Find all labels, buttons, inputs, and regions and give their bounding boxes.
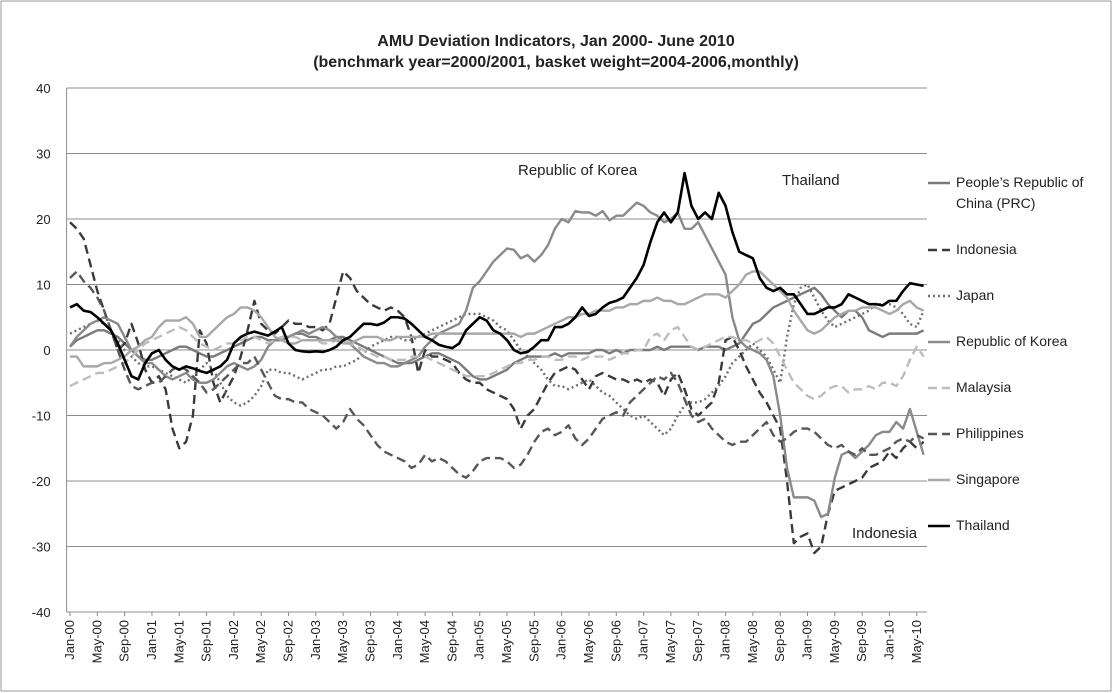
y-tick-label: 40 bbox=[36, 81, 50, 96]
x-tick-label: May-10 bbox=[909, 620, 924, 663]
x-tick-label: Sep-02 bbox=[281, 620, 296, 662]
y-tick-label: 10 bbox=[36, 278, 50, 293]
annotation: Indonesia bbox=[852, 525, 918, 542]
legend-label: Indonesia bbox=[956, 241, 1017, 257]
legend-swatch bbox=[928, 524, 950, 528]
x-tick-label: Sep-08 bbox=[772, 620, 787, 662]
y-tick-label: -30 bbox=[32, 540, 51, 555]
y-tick-label: -10 bbox=[32, 409, 51, 424]
annotation: Thailand bbox=[782, 172, 840, 189]
x-tick-label: May-06 bbox=[581, 620, 596, 663]
legend-item: Indonesia bbox=[928, 239, 1108, 260]
y-tick-label: -20 bbox=[32, 474, 51, 489]
legend-item: Singapore bbox=[928, 469, 1108, 490]
series-line bbox=[70, 270, 925, 368]
y-tick-label: 20 bbox=[36, 212, 50, 227]
legend-label: Singapore bbox=[956, 471, 1020, 487]
x-tick-label: Jan-08 bbox=[718, 620, 733, 660]
x-tick-label: Jan-03 bbox=[308, 620, 323, 660]
x-tick-label: May-07 bbox=[663, 620, 678, 663]
x-tick-label: Jan-07 bbox=[636, 620, 651, 660]
x-tick-label: Sep-01 bbox=[199, 620, 214, 662]
x-tick-label: Jan-01 bbox=[144, 620, 159, 660]
x-tick-label: Sep-07 bbox=[690, 620, 705, 662]
x-tick-label: May-00 bbox=[89, 620, 104, 663]
legend-label: Thailand bbox=[956, 517, 1010, 533]
legend-swatch bbox=[928, 386, 950, 390]
x-tick-label: May-03 bbox=[335, 620, 350, 663]
x-tick-label: Jan-02 bbox=[226, 620, 241, 660]
x-tick-label: May-05 bbox=[499, 620, 514, 663]
series-line bbox=[69, 270, 925, 479]
legend-swatch bbox=[928, 432, 950, 436]
x-tick-label: Sep-06 bbox=[608, 620, 623, 662]
x-tick-label: Sep-04 bbox=[444, 620, 459, 662]
y-tick-label: 30 bbox=[36, 147, 50, 162]
series-line bbox=[69, 171, 924, 381]
x-tick-label: Jan-06 bbox=[554, 620, 569, 660]
chart-title: AMU Deviation Indicators, Jan 2000- June… bbox=[377, 33, 735, 50]
legend-label: Japan bbox=[956, 287, 995, 303]
x-tick-label: May-01 bbox=[171, 620, 186, 663]
x-tick-label: Sep-03 bbox=[362, 620, 377, 662]
x-tick-label: May-08 bbox=[745, 620, 760, 663]
legend-item: Thailand bbox=[928, 515, 1108, 536]
legend-label: Philippines bbox=[956, 425, 1024, 441]
legend-swatch bbox=[928, 340, 950, 344]
y-tick-label: 0 bbox=[43, 343, 50, 358]
legend-swatch bbox=[928, 248, 950, 252]
x-tick-label: Jan-00 bbox=[62, 620, 77, 660]
chart-subtitle: (benchmark year=2000/2001, basket weight… bbox=[313, 54, 799, 71]
x-tick-label: Jan-10 bbox=[881, 620, 896, 660]
legend-swatch bbox=[928, 181, 950, 185]
legend-label: Republic of Korea bbox=[956, 333, 1068, 349]
series-line bbox=[69, 283, 925, 437]
y-tick-label: -40 bbox=[32, 605, 51, 620]
legend-label: People’s Republic of China (PRC) bbox=[956, 174, 1084, 211]
series-line bbox=[69, 325, 925, 401]
legend-label: Malaysia bbox=[956, 379, 1012, 395]
legend-item: Japan bbox=[928, 285, 1108, 306]
x-tick-label: Jan-09 bbox=[800, 620, 815, 660]
x-tick-label: May-09 bbox=[827, 620, 842, 663]
legend-item: Republic of Korea bbox=[928, 331, 1108, 352]
legend-item: Malaysia bbox=[928, 377, 1108, 398]
x-tick-label: Jan-05 bbox=[472, 620, 487, 660]
legend-swatch bbox=[928, 478, 950, 482]
x-tick-label: May-02 bbox=[253, 620, 268, 663]
series-line bbox=[69, 201, 925, 519]
x-tick-label: Sep-00 bbox=[117, 620, 132, 662]
legend-item: People’s Republic of China (PRC) bbox=[928, 172, 1108, 214]
x-tick-label: Jan-04 bbox=[390, 620, 405, 660]
series-line bbox=[69, 286, 925, 381]
annotation: Republic of Korea bbox=[518, 162, 638, 179]
legend-item: Philippines bbox=[928, 423, 1108, 444]
x-tick-label: Sep-05 bbox=[526, 620, 541, 662]
x-tick-label: May-04 bbox=[417, 620, 432, 663]
x-tick-label: Sep-09 bbox=[854, 620, 869, 662]
legend-swatch bbox=[928, 294, 950, 298]
